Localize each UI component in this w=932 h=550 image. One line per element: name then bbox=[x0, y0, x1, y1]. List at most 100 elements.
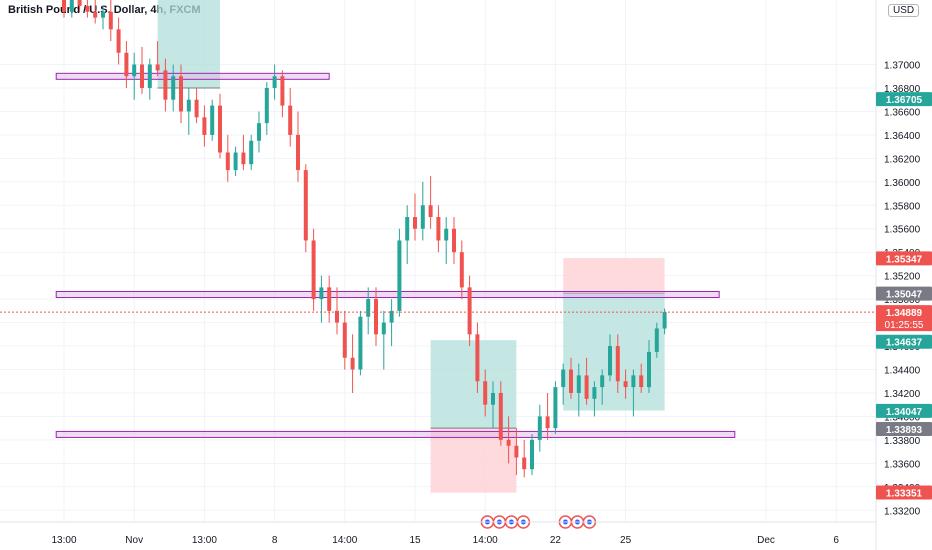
price-label: 1.33351 bbox=[886, 489, 923, 500]
chart-title: British Pound / U.S. Dollar, 4h, FXCM bbox=[8, 4, 201, 16]
candle-body bbox=[608, 346, 612, 376]
candle-body bbox=[420, 205, 425, 229]
price-label-bg bbox=[876, 92, 932, 107]
price-tick-label: 1.34200 bbox=[884, 389, 921, 400]
candle-body bbox=[389, 310, 394, 323]
candle-body bbox=[335, 310, 339, 323]
candle-body bbox=[444, 228, 449, 241]
time-tick-label: Dec bbox=[757, 535, 775, 546]
candle-body bbox=[218, 105, 222, 153]
price-label-bg bbox=[876, 421, 932, 436]
candle-body bbox=[257, 123, 261, 141]
candle-body bbox=[491, 392, 495, 405]
candles bbox=[62, 0, 667, 478]
candle-body bbox=[522, 457, 527, 470]
candle-body bbox=[498, 392, 503, 440]
candle-body bbox=[233, 152, 238, 171]
candle-body bbox=[483, 381, 488, 405]
candle-body bbox=[249, 140, 254, 165]
candle-body bbox=[62, 0, 66, 12]
candle-body bbox=[405, 217, 410, 241]
price-label: 1.33893 bbox=[886, 425, 923, 436]
price-tick-label: 1.35200 bbox=[884, 272, 921, 283]
candle-body bbox=[210, 105, 215, 135]
candle-body bbox=[592, 387, 597, 399]
price-tick-label: 1.37000 bbox=[884, 61, 921, 72]
candle-body bbox=[124, 52, 129, 77]
candle-body bbox=[569, 369, 573, 393]
price-tick-label: 1.36600 bbox=[884, 107, 921, 118]
candle-body bbox=[296, 134, 300, 171]
price-label-bg bbox=[876, 403, 932, 418]
candle-body bbox=[545, 416, 550, 429]
time-tick-label: 22 bbox=[550, 535, 562, 546]
time-tick-label: 13:00 bbox=[51, 535, 76, 546]
candle-body bbox=[631, 375, 636, 388]
current-price-label: 1.34889 bbox=[886, 308, 923, 319]
candle-body bbox=[530, 439, 534, 470]
candle-body bbox=[319, 287, 324, 300]
candle-body bbox=[147, 64, 152, 88]
candle-body bbox=[600, 375, 605, 388]
candle-body bbox=[397, 240, 402, 311]
position-stop-zone bbox=[563, 258, 665, 294]
price-tick-label: 1.35600 bbox=[884, 225, 921, 236]
candle-body bbox=[615, 346, 620, 382]
price-tick-label: 1.33800 bbox=[884, 436, 921, 447]
candle-body bbox=[350, 357, 355, 370]
candle-body bbox=[514, 445, 519, 458]
time-tick-label: 25 bbox=[620, 535, 632, 546]
price-tick-label: 1.36200 bbox=[884, 154, 921, 165]
price-label-bg bbox=[876, 286, 932, 301]
candle-body bbox=[428, 205, 433, 218]
time-tick-label: 15 bbox=[409, 535, 421, 546]
price-tick-label: 1.36400 bbox=[884, 131, 921, 142]
candle-body bbox=[171, 76, 176, 100]
candle-body bbox=[537, 416, 542, 440]
price-tick-label: 1.36800 bbox=[884, 84, 921, 95]
candle-body bbox=[553, 387, 558, 429]
candle-body bbox=[475, 334, 480, 382]
time-tick-label: 8 bbox=[272, 535, 278, 546]
time-tick-label: 13:00 bbox=[192, 535, 217, 546]
candle-body bbox=[163, 70, 168, 100]
candle-body bbox=[108, 11, 113, 30]
time-tick-label: Nov bbox=[125, 535, 143, 546]
candle-body bbox=[116, 29, 121, 53]
price-tick-label: 1.33200 bbox=[884, 506, 921, 517]
candle-body bbox=[374, 299, 378, 335]
candle-body bbox=[77, 0, 82, 6]
price-label: 1.34637 bbox=[886, 338, 923, 349]
candle-body bbox=[576, 375, 581, 393]
currency-badge[interactable]: USD bbox=[888, 4, 920, 17]
price-label: 1.36705 bbox=[886, 95, 923, 106]
candle-body bbox=[654, 328, 659, 352]
candle-body bbox=[452, 228, 456, 253]
candle-body bbox=[623, 381, 628, 388]
candle-body bbox=[179, 76, 183, 112]
candle-body bbox=[358, 316, 363, 370]
position-target-zone bbox=[430, 340, 517, 429]
price-label-bg bbox=[876, 251, 932, 266]
time-tick-label: 14:00 bbox=[473, 535, 498, 546]
price-tick-label: 1.34000 bbox=[884, 412, 921, 423]
candle-body bbox=[140, 64, 144, 88]
candle-body bbox=[327, 287, 332, 311]
candle-body bbox=[132, 64, 137, 77]
candle-body bbox=[288, 105, 293, 135]
sr-zone bbox=[55, 72, 330, 80]
candle-body bbox=[647, 351, 651, 388]
price-label-bg bbox=[876, 485, 932, 500]
candle-body bbox=[69, 0, 74, 12]
candle-body bbox=[194, 99, 199, 118]
price-label: 1.35047 bbox=[886, 290, 923, 301]
candle-body bbox=[459, 252, 464, 288]
time-tick-label: 6 bbox=[833, 535, 839, 546]
price-tick-label: 1.36000 bbox=[884, 178, 921, 189]
candle-body bbox=[584, 375, 589, 399]
candle-body bbox=[366, 299, 371, 317]
countdown-label: 01:25:55 bbox=[885, 320, 924, 331]
candle-body bbox=[311, 240, 316, 300]
candle-body bbox=[186, 99, 191, 112]
